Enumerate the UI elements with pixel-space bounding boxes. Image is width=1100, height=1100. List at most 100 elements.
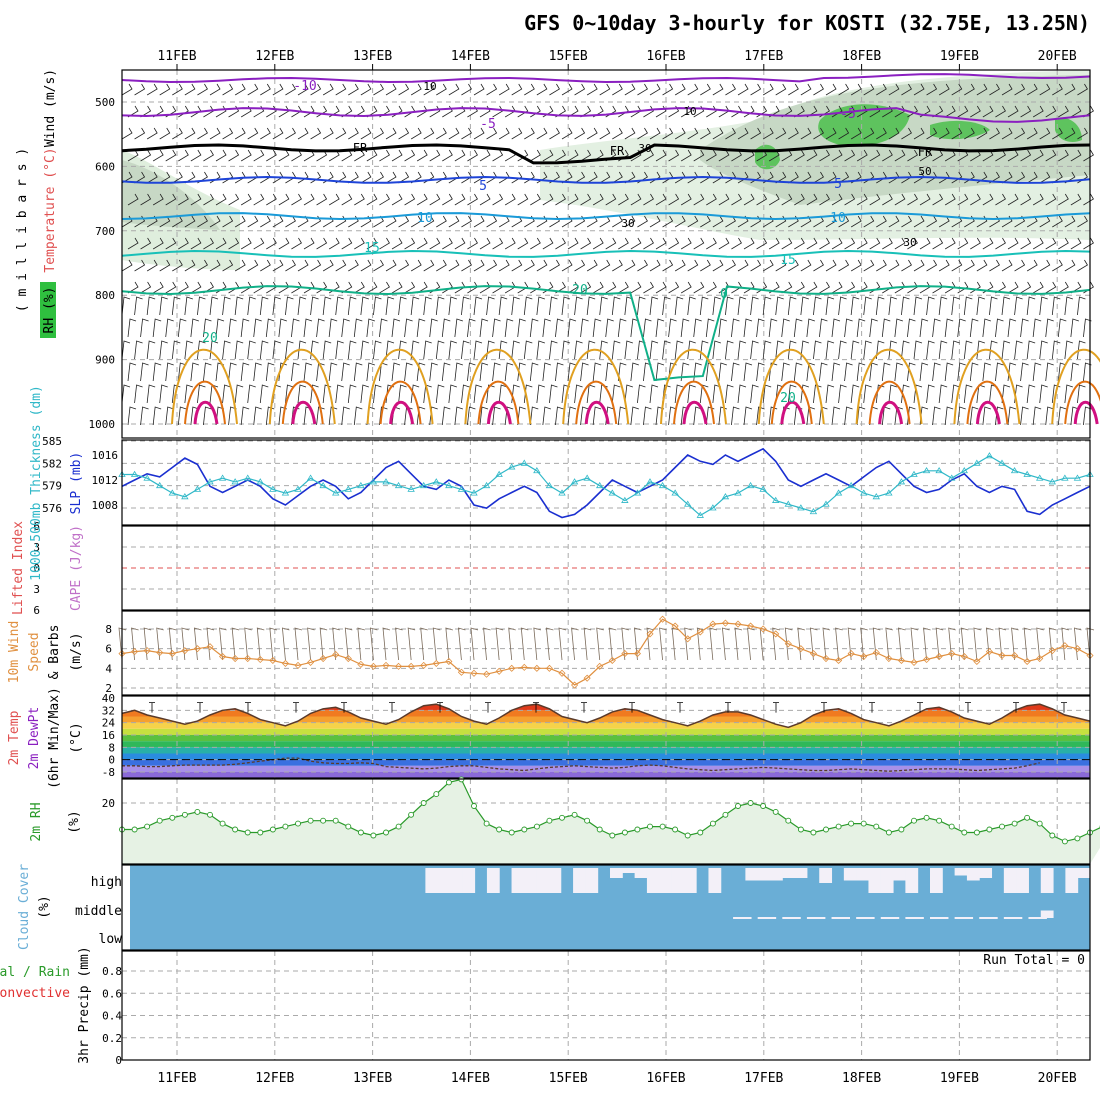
wind-barb	[197, 296, 206, 316]
wind-barb	[913, 296, 923, 316]
wind-barb	[649, 259, 661, 272]
wind-10m-barb	[721, 627, 730, 661]
wind-barb	[240, 318, 250, 338]
thickness-marker	[809, 507, 818, 515]
wind-barb	[479, 193, 491, 206]
wind-barb	[328, 318, 338, 338]
wind-10m-barb	[193, 627, 202, 661]
wind-barb	[989, 340, 998, 360]
wind-speed-marker	[294, 661, 302, 669]
wind-barb	[373, 296, 382, 316]
wind-barb	[825, 171, 837, 184]
wind-barb	[228, 193, 240, 206]
wind-barb	[612, 259, 623, 272]
wind-10m-barb	[696, 627, 705, 661]
wind-barb	[649, 127, 661, 140]
wind-barb	[404, 149, 416, 162]
rh-marker	[948, 823, 955, 830]
wind-barb	[398, 83, 410, 96]
wind-10m-barb	[470, 627, 479, 661]
wind-barb	[800, 171, 812, 184]
wind-barb	[479, 237, 491, 250]
wind-barb	[888, 340, 897, 360]
wind-barb	[127, 237, 139, 250]
temp-contour-5	[121, 175, 1091, 184]
wind-barb	[938, 127, 950, 140]
wind-barb	[617, 318, 627, 338]
wind-barb	[1064, 127, 1076, 140]
wind-barb	[316, 406, 325, 426]
wind-barb	[700, 259, 711, 272]
high-cloud-gap	[486, 868, 500, 893]
wind-barb	[259, 296, 269, 316]
wind-barb	[706, 149, 717, 162]
wind-barb	[926, 296, 935, 316]
wind-barb	[190, 193, 202, 206]
wind-barb	[674, 215, 686, 228]
wind-barb	[498, 127, 510, 140]
wind-barb	[693, 149, 705, 162]
wind-barb	[416, 362, 426, 382]
wind-barb	[272, 127, 284, 140]
thickness-marker	[369, 478, 378, 485]
wind-barb	[260, 259, 271, 272]
wind-barb	[504, 406, 514, 426]
wind-barb	[592, 281, 604, 294]
wind-barb	[416, 237, 428, 250]
thickness-marker	[608, 489, 616, 496]
wind-barb	[165, 362, 174, 382]
high-cloud-gap	[905, 868, 919, 893]
wind-barb	[1077, 384, 1086, 404]
thickness-marker	[746, 481, 755, 489]
wind-barb	[240, 237, 252, 250]
wind-speed-marker	[734, 620, 742, 628]
rh-marker	[609, 832, 616, 839]
wind-barb	[964, 171, 975, 184]
temp-contour-35	[193, 401, 219, 425]
wind-10m-barb	[1073, 627, 1082, 661]
wind-10m-barb	[897, 627, 906, 661]
wind-barb	[592, 318, 602, 338]
low-cloud-gap	[757, 917, 777, 919]
wind-barb	[555, 193, 566, 206]
thickness-marker	[495, 470, 503, 477]
thickness-marker	[445, 481, 453, 489]
wind-barb	[700, 83, 711, 96]
wind-barb	[536, 384, 545, 404]
wind-barb	[127, 318, 137, 338]
wind-10m-barb	[633, 627, 642, 661]
wind-barb	[347, 296, 357, 316]
rh-marker	[307, 817, 314, 824]
wind-barb	[479, 362, 489, 382]
temp-tick-label: 32	[102, 704, 115, 717]
wind-barb	[907, 193, 918, 206]
wind-barb	[1039, 296, 1048, 316]
wind-barb	[1045, 281, 1057, 294]
wind-barb	[441, 406, 451, 426]
wind-barb	[743, 193, 755, 206]
temp-contour-25	[855, 348, 923, 425]
wind-barb	[316, 318, 325, 338]
wind-10m-barb	[118, 627, 127, 661]
wind-barb	[944, 193, 956, 206]
rh-marker	[709, 820, 716, 827]
upper-panel-frame	[121, 69, 1091, 439]
wind-speed-marker	[369, 662, 377, 670]
wind-barb	[190, 318, 199, 338]
wind-barb	[366, 281, 378, 294]
wind-barb	[970, 281, 981, 294]
rh-marker	[445, 779, 452, 786]
wind-barb	[586, 259, 598, 272]
wind-barb	[612, 171, 623, 184]
freezing-label: FR	[353, 141, 368, 155]
top-date-label: 19FEB	[940, 49, 979, 64]
wind-barb	[184, 259, 196, 272]
wind-barb	[850, 127, 862, 140]
wind-barb	[222, 259, 234, 272]
low-cloud-gap	[856, 917, 875, 919]
high-cloud-gap	[819, 868, 833, 883]
wind-barb	[819, 281, 830, 294]
wind-barb	[1045, 193, 1057, 206]
wind-speed-marker	[445, 657, 453, 666]
wind-barb	[718, 193, 730, 206]
